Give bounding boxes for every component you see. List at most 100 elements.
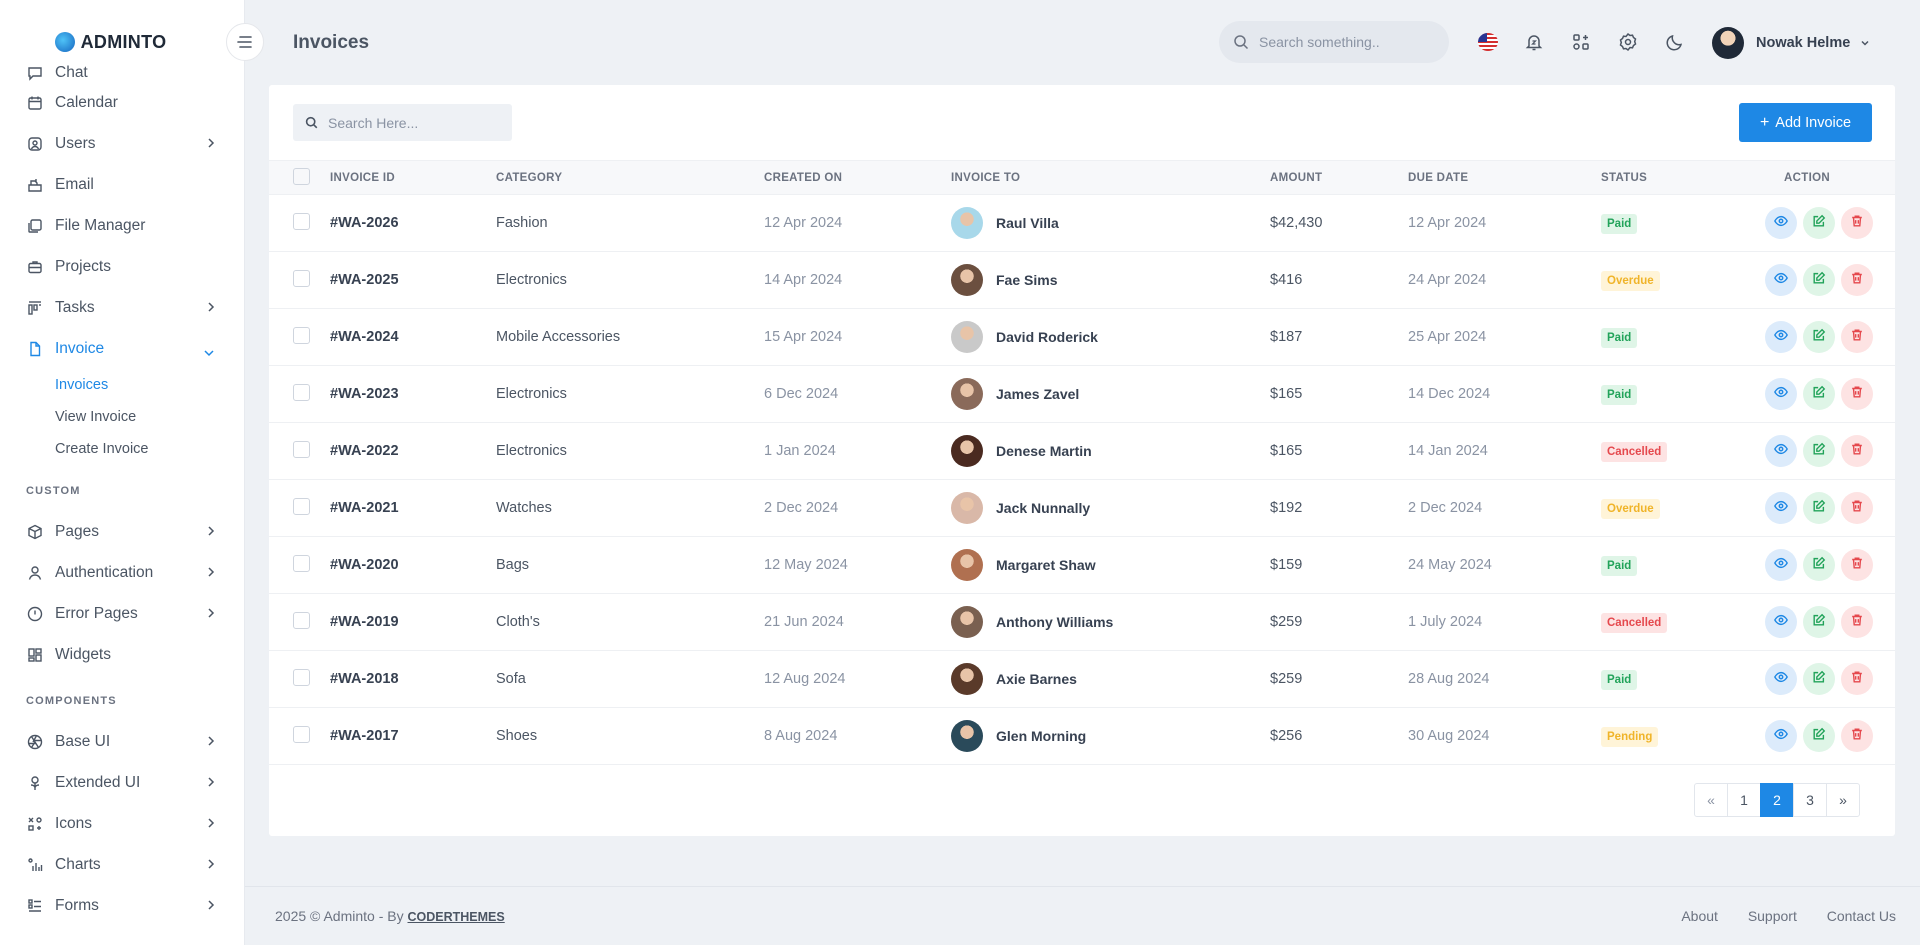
forms-icon [26, 897, 44, 915]
delete-button[interactable] [1841, 606, 1873, 638]
notification-bell-icon[interactable] [1522, 30, 1546, 54]
add-invoice-button[interactable]: + Add Invoice [1739, 103, 1872, 142]
footer-link-support[interactable]: Support [1747, 908, 1797, 924]
edit-button[interactable] [1803, 549, 1835, 581]
table-search[interactable] [293, 104, 512, 141]
global-search-input[interactable] [1259, 34, 1429, 50]
view-button[interactable] [1765, 720, 1797, 752]
pagination-page-3[interactable]: 3 [1793, 783, 1827, 817]
delete-button[interactable] [1841, 492, 1873, 524]
edit-button[interactable] [1803, 606, 1835, 638]
view-button[interactable] [1765, 321, 1797, 353]
customer-name: Anthony Williams [996, 614, 1114, 630]
edit-button[interactable] [1803, 435, 1835, 467]
view-button[interactable] [1765, 549, 1797, 581]
view-button[interactable] [1765, 663, 1797, 695]
invoice-id[interactable]: #WA-2017 [330, 728, 399, 744]
user-menu[interactable]: Nowak Helme [1712, 27, 1870, 59]
global-search[interactable] [1219, 21, 1449, 63]
sidebar-subitem-invoices[interactable]: Invoices [55, 377, 109, 393]
edit-button[interactable] [1803, 663, 1835, 695]
view-button[interactable] [1765, 606, 1797, 638]
row-checkbox[interactable] [293, 668, 310, 686]
invoice-id[interactable]: #WA-2019 [330, 614, 399, 630]
edit-button[interactable] [1803, 720, 1835, 752]
brand-logo[interactable]: ADMINTO [0, 0, 244, 84]
delete-button[interactable] [1841, 549, 1873, 581]
sidebar-item-users[interactable]: Users [0, 123, 244, 164]
sidebar-item-forms[interactable]: Forms [0, 885, 244, 926]
table-search-input[interactable] [328, 114, 508, 131]
view-button[interactable] [1765, 435, 1797, 467]
sidebar-subitem-create-invoice[interactable]: Create Invoice [55, 441, 149, 457]
row-checkbox[interactable] [293, 497, 310, 515]
delete-button[interactable] [1841, 663, 1873, 695]
sidebar-item-email[interactable]: Email [0, 164, 244, 205]
flag-us-icon[interactable] [1478, 33, 1498, 51]
sidebar-item-base-ui[interactable]: Base UI [0, 721, 244, 762]
sidebar-item-chat[interactable]: Chat [0, 56, 244, 82]
view-button[interactable] [1765, 264, 1797, 296]
delete-button[interactable] [1841, 378, 1873, 410]
row-checkbox[interactable] [293, 326, 310, 344]
invoice-id[interactable]: #WA-2018 [330, 671, 399, 687]
sidebar-toggle-button[interactable] [226, 23, 264, 61]
dark-mode-moon-icon[interactable] [1663, 30, 1687, 54]
row-checkbox[interactable] [293, 269, 310, 287]
delete-button[interactable] [1841, 321, 1873, 353]
sidebar-item-projects[interactable]: Projects [0, 246, 244, 287]
sidebar-item-icons[interactable]: Icons [0, 803, 244, 844]
delete-button[interactable] [1841, 207, 1873, 239]
sidebar-item-label: Tasks [55, 298, 95, 316]
invoice-id[interactable]: #WA-2021 [330, 500, 399, 516]
codethemes-link[interactable]: CODERTHEMES [407, 910, 505, 924]
footer-link-contact[interactable]: Contact Us [1826, 908, 1896, 924]
row-checkbox[interactable] [293, 383, 310, 401]
row-checkbox[interactable] [293, 440, 310, 458]
pagination-page-2[interactable]: 2 [1760, 783, 1794, 817]
invoice-id[interactable]: #WA-2022 [330, 443, 399, 459]
trash-icon [1850, 442, 1864, 460]
view-button[interactable] [1765, 378, 1797, 410]
row-checkbox[interactable] [293, 611, 310, 629]
sidebar-subitem-view-invoice[interactable]: View Invoice [55, 409, 137, 425]
sidebar-item-authentication[interactable]: Authentication [0, 552, 244, 593]
delete-button[interactable] [1841, 264, 1873, 296]
invoice-id[interactable]: #WA-2024 [330, 329, 399, 345]
trash-icon [1850, 385, 1864, 403]
chevron-right-icon [207, 606, 215, 624]
sidebar-item-error-pages[interactable]: Error Pages [0, 593, 244, 634]
invoice-id[interactable]: #WA-2026 [330, 215, 399, 231]
invoice-id[interactable]: #WA-2025 [330, 272, 399, 288]
sidebar-item-calendar[interactable]: Calendar [0, 82, 244, 123]
row-checkbox[interactable] [293, 725, 310, 743]
sidebar-item-widgets[interactable]: Widgets [0, 634, 244, 675]
edit-button[interactable] [1803, 378, 1835, 410]
edit-button[interactable] [1803, 321, 1835, 353]
settings-gear-icon[interactable] [1616, 30, 1640, 54]
pagination-prev[interactable]: « [1694, 783, 1728, 817]
invoice-id[interactable]: #WA-2020 [330, 557, 399, 573]
apps-icon[interactable] [1569, 30, 1593, 54]
select-all-checkbox[interactable] [293, 167, 310, 185]
footer-link-about[interactable]: About [1681, 908, 1718, 924]
delete-button[interactable] [1841, 720, 1873, 752]
sidebar-item-file-manager[interactable]: File Manager [0, 205, 244, 246]
delete-button[interactable] [1841, 435, 1873, 467]
sidebar-item-invoice[interactable]: Invoice [0, 328, 244, 369]
view-button[interactable] [1765, 492, 1797, 524]
sidebar-item-charts[interactable]: Charts [0, 844, 244, 885]
view-button[interactable] [1765, 207, 1797, 239]
pagination-page-1[interactable]: 1 [1727, 783, 1761, 817]
sidebar-item-tasks[interactable]: Tasks [0, 287, 244, 328]
edit-button[interactable] [1803, 264, 1835, 296]
edit-button[interactable] [1803, 207, 1835, 239]
sidebar-item-pages[interactable]: Pages [0, 511, 244, 552]
invoice-id[interactable]: #WA-2023 [330, 386, 399, 402]
edit-button[interactable] [1803, 492, 1835, 524]
row-checkbox[interactable] [293, 554, 310, 572]
widgets-icon [26, 646, 44, 664]
pagination-next[interactable]: » [1826, 783, 1860, 817]
sidebar-item-extended-ui[interactable]: Extended UI [0, 762, 244, 803]
row-checkbox[interactable] [293, 212, 310, 230]
